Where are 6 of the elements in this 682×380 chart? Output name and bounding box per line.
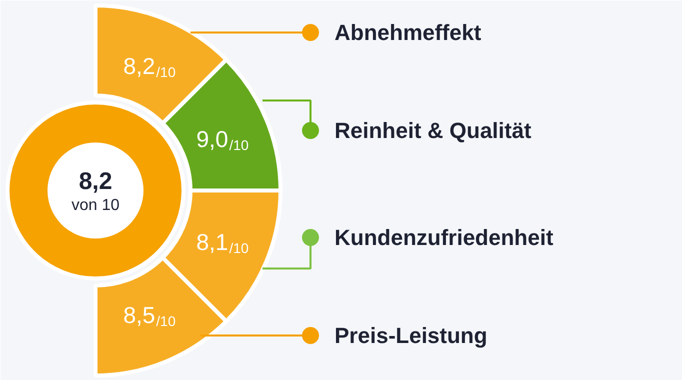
category-label: Preis-Leistung (334, 323, 488, 348)
text: 8,2 (78, 168, 112, 195)
category-label: Reinheit & Qualität (334, 118, 532, 143)
category-label: Kundenzufriedenheit (334, 225, 554, 250)
category-label: Abnehmeffekt (334, 20, 482, 45)
text: von 10 (71, 197, 120, 214)
